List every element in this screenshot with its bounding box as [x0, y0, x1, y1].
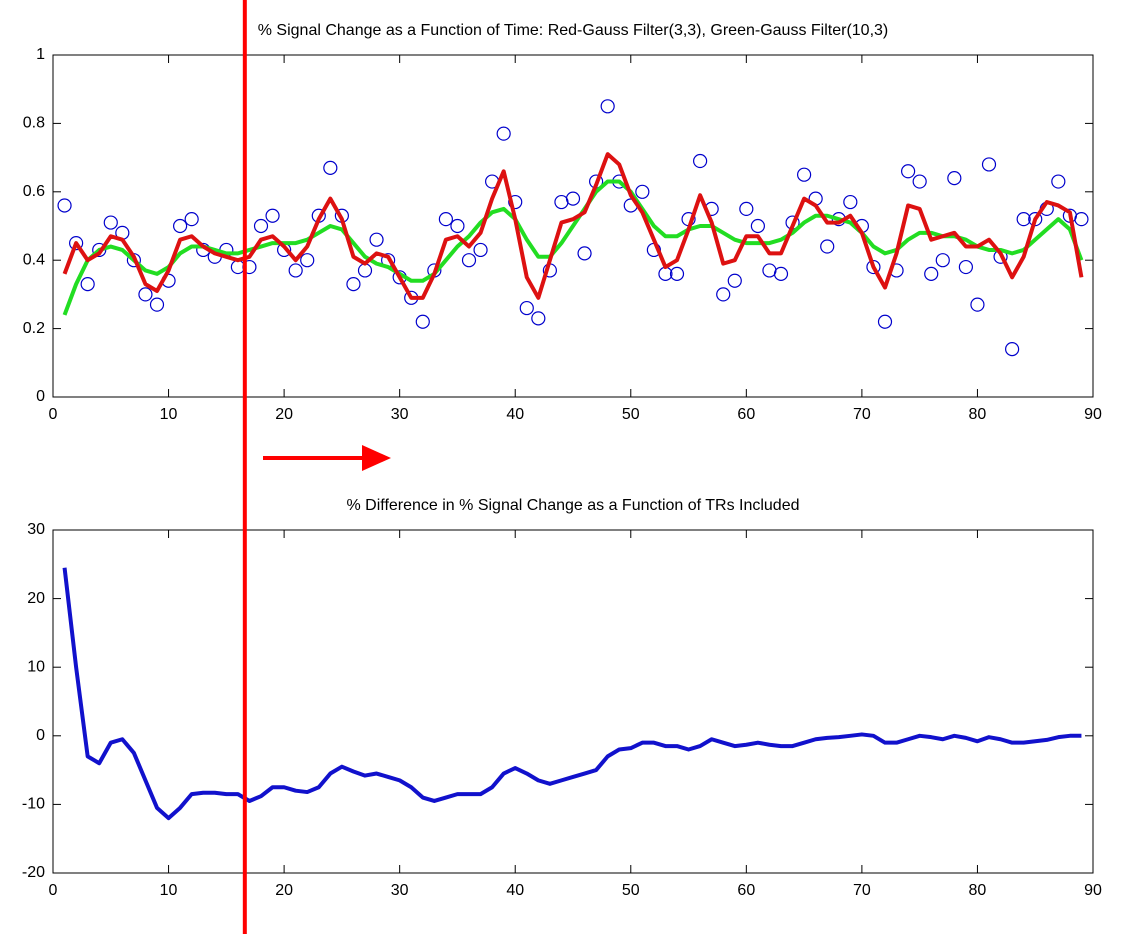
- data-point: [288, 263, 303, 278]
- data-point: [727, 273, 742, 288]
- data-point: [981, 157, 997, 172]
- x-tick-label: 0: [49, 882, 58, 899]
- data-point: [600, 99, 615, 114]
- data-point: [69, 236, 84, 251]
- data-point: [693, 153, 708, 169]
- y-tick-label: 0.6: [23, 183, 45, 200]
- data-point: [149, 297, 165, 312]
- chart-title: % Difference in % Signal Change as a Fun…: [347, 497, 800, 514]
- data-point: [669, 266, 685, 281]
- series-line: [62, 567, 1082, 821]
- data-point: [138, 287, 153, 302]
- x-tick-label: 20: [275, 882, 293, 899]
- x-tick-label: 70: [853, 406, 871, 423]
- y-tick-label: 10: [27, 658, 45, 675]
- data-point: [415, 314, 430, 329]
- data-point: [877, 314, 893, 329]
- data-point: [912, 174, 927, 189]
- data-point: [496, 126, 511, 141]
- data-point: [265, 208, 280, 223]
- x-tick-label: 80: [969, 406, 987, 423]
- data-point: [1016, 212, 1031, 227]
- series-line: [62, 179, 1084, 316]
- data-point: [820, 239, 835, 254]
- data-point: [184, 212, 199, 227]
- x-tick-label: 40: [506, 406, 524, 423]
- x-tick-label: 30: [391, 882, 409, 899]
- data-point: [843, 194, 858, 210]
- data-point: [947, 171, 962, 186]
- data-point: [103, 215, 118, 230]
- y-tick-label: 0.8: [23, 115, 45, 132]
- y-tick-label: 30: [27, 521, 45, 538]
- arrow: [263, 445, 391, 471]
- x-tick-label: 70: [853, 882, 871, 899]
- data-point: [866, 259, 881, 275]
- x-tick-label: 40: [506, 882, 524, 899]
- x-tick-label: 20: [275, 406, 293, 423]
- data-point: [1005, 342, 1020, 357]
- y-tick-label: 0.4: [23, 251, 45, 268]
- x-tick-label: 80: [969, 882, 987, 899]
- data-point: [369, 232, 384, 247]
- data-point: [508, 194, 523, 210]
- y-tick-label: 20: [27, 590, 45, 607]
- data-point: [716, 287, 731, 302]
- data-point: [531, 311, 546, 326]
- data-point: [473, 242, 488, 258]
- arrow-head: [362, 445, 391, 471]
- axes-box: [52, 54, 1094, 398]
- y-tick-label: -20: [22, 864, 45, 881]
- x-tick-label: 90: [1084, 882, 1102, 899]
- x-tick-label: 50: [622, 882, 640, 899]
- y-tick-label: 0.2: [23, 320, 45, 337]
- data-point: [357, 263, 373, 278]
- data-point: [565, 191, 581, 206]
- data-point: [450, 218, 465, 234]
- chart-title: % Signal Change as a Function of Time: R…: [258, 22, 888, 39]
- x-tick-label: 0: [49, 406, 58, 423]
- data-point: [739, 201, 754, 216]
- data-point: [173, 218, 188, 234]
- x-tick-label: 10: [160, 406, 178, 423]
- x-tick-label: 30: [391, 406, 409, 423]
- data-point: [519, 300, 534, 316]
- series-line: [62, 152, 1084, 300]
- x-tick-label: 60: [737, 406, 755, 423]
- data-point: [1074, 212, 1089, 227]
- y-tick-label: 1: [36, 46, 45, 63]
- data-point: [935, 253, 950, 268]
- data-point: [461, 253, 477, 268]
- x-tick-label: 10: [160, 882, 178, 899]
- data-point: [901, 164, 916, 179]
- data-point: [577, 246, 592, 261]
- data-point: [346, 277, 361, 292]
- data-point: [773, 266, 789, 281]
- x-tick-label: 60: [737, 882, 755, 899]
- data-point: [80, 277, 95, 292]
- y-tick-label: 0: [36, 727, 45, 744]
- data-point: [750, 218, 765, 234]
- data-point: [438, 212, 453, 227]
- x-tick-label: 50: [622, 406, 640, 423]
- data-point: [57, 198, 72, 213]
- data-point: [253, 218, 269, 234]
- data-point: [958, 259, 973, 275]
- y-tick-label: 0: [36, 388, 45, 405]
- data-point: [323, 160, 338, 175]
- data-point: [635, 184, 650, 199]
- axes-box: [52, 529, 1094, 874]
- y-tick-label: -10: [22, 796, 45, 813]
- data-point: [797, 167, 812, 182]
- x-tick-label: 90: [1084, 406, 1102, 423]
- data-point: [970, 297, 985, 312]
- data-point: [300, 253, 315, 268]
- data-point: [1051, 174, 1066, 189]
- data-point: [924, 266, 939, 281]
